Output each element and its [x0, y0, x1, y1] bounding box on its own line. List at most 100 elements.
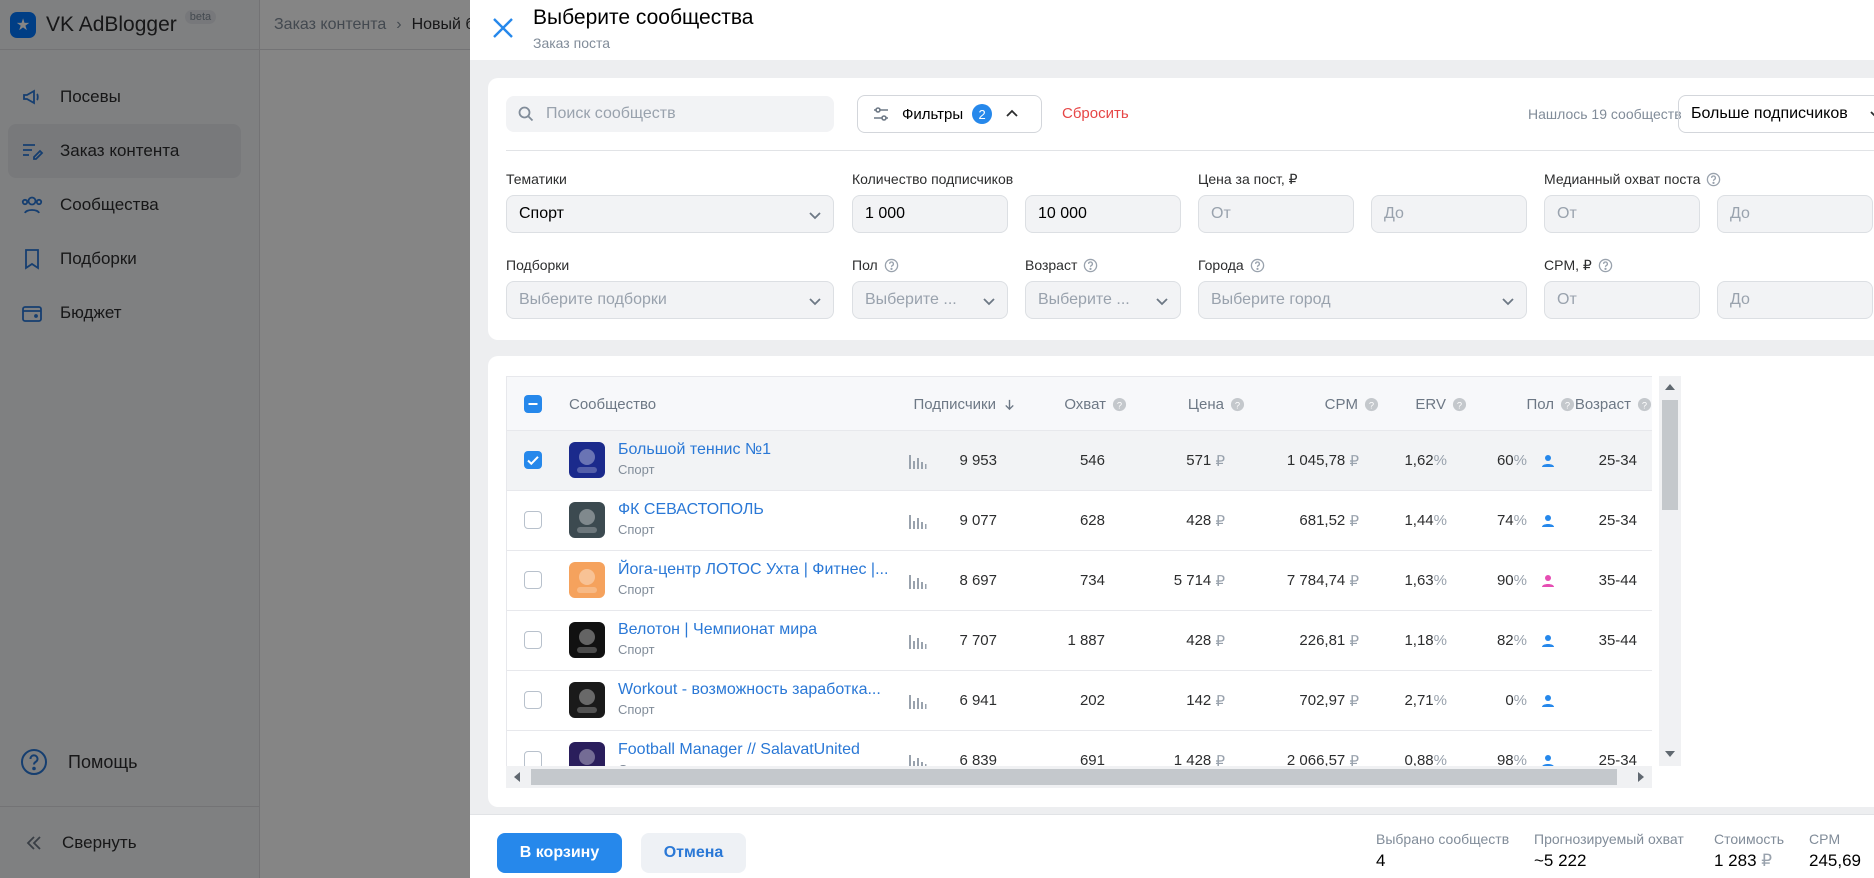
question-icon[interactable]	[884, 258, 899, 273]
row-checkbox[interactable]	[524, 511, 542, 529]
table-row[interactable]: Большой теннис №1 Спорт 9 953 546 571 ₽ …	[507, 431, 1652, 491]
breadcrumb-item: Новый б	[411, 15, 475, 33]
cities-label: Города	[1198, 257, 1265, 273]
subscribers-from-input[interactable]: 1 000	[852, 195, 1008, 233]
sidebar-item-posevy[interactable]: Посевы	[8, 70, 241, 124]
community-name-link[interactable]: Большой теннис №1	[618, 441, 771, 458]
add-to-cart-button[interactable]: В корзину	[497, 833, 622, 873]
sidebar-item-budget[interactable]: Бюджет	[8, 286, 241, 340]
stats-chart-icon[interactable]	[907, 751, 927, 766]
stats-chart-icon[interactable]	[907, 691, 927, 711]
topics-select[interactable]: Спорт	[506, 195, 834, 233]
sidebar-item-content-order[interactable]: Заказ контента	[8, 124, 241, 178]
age-select[interactable]: Выберите ...	[1025, 281, 1181, 319]
header-erv: ERV ?	[1387, 396, 1467, 413]
question-icon[interactable]: ?	[1452, 397, 1467, 412]
community-name-link[interactable]: Football Manager // SalavatUnited	[618, 741, 860, 758]
question-icon[interactable]	[1706, 172, 1721, 187]
question-icon[interactable]	[1250, 258, 1265, 273]
reach-from-input[interactable]: От	[1544, 195, 1700, 233]
community-name-link[interactable]: ФК СЕВАСТОПОЛЬ	[618, 501, 764, 518]
gender-select[interactable]: Выберите ...	[852, 281, 1008, 319]
community-avatar[interactable]	[569, 562, 605, 598]
question-icon[interactable]	[1598, 258, 1613, 273]
community-category: Спорт	[618, 522, 655, 537]
cancel-button[interactable]: Отмена	[641, 833, 746, 873]
sidebar-item-collections[interactable]: Подборки	[8, 232, 241, 286]
scroll-right-arrow-icon[interactable]	[1636, 771, 1646, 783]
stat-value: ~5 222	[1534, 851, 1587, 870]
breadcrumb-item[interactable]: Заказ контента	[274, 15, 387, 33]
cities-placeholder: Выберите город	[1211, 291, 1331, 308]
filters-button[interactable]: Фильтры 2	[857, 95, 1042, 133]
cell-subscribers: 7 707	[959, 632, 997, 649]
search-input[interactable]	[546, 105, 816, 123]
scroll-left-arrow-icon[interactable]	[512, 771, 522, 783]
stats-chart-icon[interactable]	[907, 631, 927, 651]
cell-reach: 734	[1079, 572, 1105, 589]
sort-arrow-down-icon	[1005, 399, 1014, 411]
header-cpm: CPM ?	[1257, 396, 1379, 413]
search-box[interactable]	[506, 96, 834, 132]
reset-filters-button[interactable]: Сбросить	[1062, 105, 1129, 122]
vk-logo-icon[interactable]: ★	[10, 11, 36, 38]
table-row[interactable]: ФК СЕВАСТОПОЛЬ Спорт 9 077 628 428 ₽ 681…	[507, 491, 1652, 551]
header-subscribers[interactable]: Подписчики	[887, 396, 1017, 413]
cell-gender: 74%	[1457, 491, 1555, 550]
community-name-link[interactable]: Велотон | Чемпионат мира	[618, 621, 817, 638]
sort-select[interactable]: Больше подписчиков	[1678, 95, 1874, 133]
row-checkbox[interactable]	[524, 571, 542, 589]
question-icon[interactable]: ?	[1230, 397, 1245, 412]
collapse-button[interactable]: Свернуть	[0, 806, 259, 878]
question-icon[interactable]: ?	[1364, 397, 1379, 412]
community-avatar[interactable]	[569, 502, 605, 538]
community-name-link[interactable]: Йога-центр ЛОТОС Ухта | Фитнес |...	[618, 561, 889, 578]
vertical-scrollbar[interactable]	[1659, 376, 1681, 766]
community-avatar[interactable]	[569, 742, 605, 766]
collections-select[interactable]: Выберите подборки	[506, 281, 834, 319]
scroll-down-arrow-icon[interactable]	[1664, 749, 1676, 759]
question-icon[interactable]: ?	[1637, 397, 1652, 412]
community-avatar[interactable]	[569, 622, 605, 658]
stats-chart-icon[interactable]	[907, 511, 927, 531]
price-from-input[interactable]: От	[1198, 195, 1354, 233]
subscribers-to-input[interactable]: 10 000	[1025, 195, 1181, 233]
question-icon[interactable]: ?	[1560, 397, 1575, 412]
header-community: Сообщество	[569, 396, 657, 413]
cell-subscribers: 8 697	[959, 572, 997, 589]
row-checkbox[interactable]	[524, 631, 542, 649]
cities-select[interactable]: Выберите город	[1198, 281, 1527, 319]
row-checkbox[interactable]	[524, 751, 542, 766]
table-row[interactable]: Йога-центр ЛОТОС Ухта | Фитнес |... Спор…	[507, 551, 1652, 611]
horizontal-scrollbar[interactable]	[506, 766, 1652, 788]
stat-value: 1 283 ₽	[1714, 851, 1773, 870]
reach-to-input[interactable]: До	[1717, 195, 1873, 233]
price-to-input[interactable]: До	[1371, 195, 1527, 233]
row-checkbox[interactable]	[524, 451, 542, 469]
cpm-from-input[interactable]: От	[1544, 281, 1700, 319]
vertical-scroll-thumb[interactable]	[1662, 400, 1678, 510]
question-icon[interactable]	[1083, 258, 1098, 273]
close-icon[interactable]	[490, 15, 516, 41]
community-name-link[interactable]: Workout - возможность заработка...	[618, 681, 881, 698]
community-avatar[interactable]	[569, 442, 605, 478]
select-all-checkbox[interactable]	[524, 395, 542, 413]
sidebar-item-label: Сообщества	[60, 195, 159, 214]
table-row[interactable]: Football Manager // SalavatUnited Спорт …	[507, 731, 1652, 766]
horizontal-scroll-thumb[interactable]	[531, 769, 1617, 785]
row-checkbox[interactable]	[524, 691, 542, 709]
cpm-to-input[interactable]: До	[1717, 281, 1873, 319]
megaphone-icon	[23, 89, 39, 105]
stats-chart-icon[interactable]	[907, 451, 927, 471]
table-row[interactable]: Workout - возможность заработка... Спорт…	[507, 671, 1652, 731]
stats-chart-icon[interactable]	[907, 571, 927, 591]
sidebar-item-communities[interactable]: Сообщества	[8, 178, 241, 232]
cell-gender: 82%	[1457, 611, 1555, 670]
scroll-up-arrow-icon[interactable]	[1664, 382, 1676, 392]
help-link[interactable]: Помощь	[20, 748, 138, 776]
question-icon[interactable]: ?	[1112, 397, 1127, 412]
gender-label: Пол	[852, 257, 899, 273]
table-row[interactable]: Велотон | Чемпионат мира Спорт 7 707 1 8…	[507, 611, 1652, 671]
community-avatar[interactable]	[569, 682, 605, 718]
help-icon	[21, 749, 47, 775]
